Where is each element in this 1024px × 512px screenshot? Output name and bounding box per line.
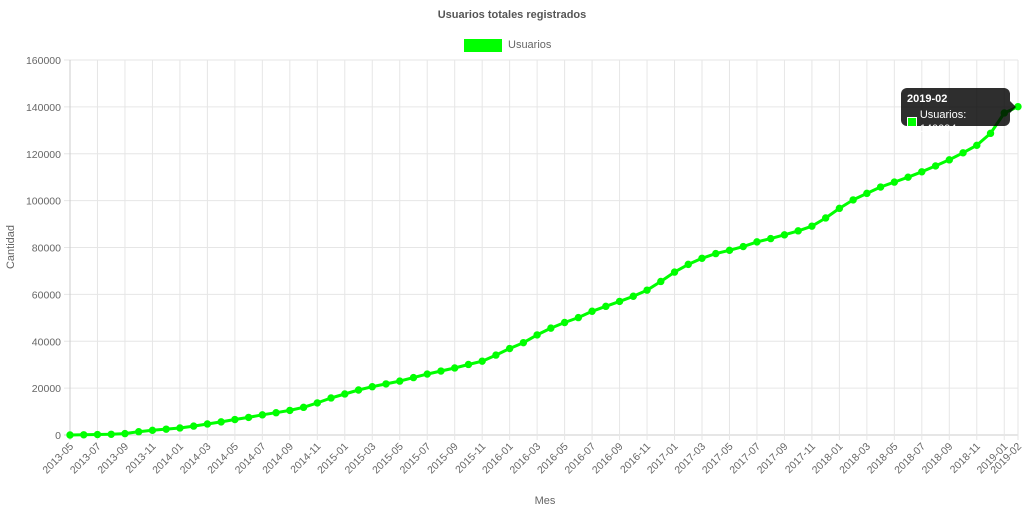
data-point[interactable] — [863, 189, 871, 198]
data-point[interactable] — [931, 162, 940, 170]
data-point[interactable] — [876, 183, 885, 191]
data-point[interactable] — [80, 431, 88, 439]
y-axis-title: Cantidad — [5, 225, 17, 269]
data-point[interactable] — [354, 386, 363, 394]
series-usuarios — [66, 102, 1022, 439]
y-tick-label: 60000 — [32, 289, 61, 301]
y-axis-ticks: 0 20000 40000 60000 80000 100000 120000 140000 1… — [26, 55, 61, 442]
data-point[interactable] — [450, 364, 459, 372]
data-point[interactable] — [464, 360, 473, 369]
data-point[interactable] — [725, 246, 734, 255]
data-point[interactable] — [684, 260, 692, 269]
data-point[interactable] — [203, 420, 212, 428]
data-point[interactable] — [134, 428, 143, 436]
data-point[interactable] — [629, 292, 638, 300]
data-point[interactable] — [547, 324, 555, 332]
data-point[interactable] — [849, 196, 857, 204]
data-point[interactable] — [505, 344, 514, 353]
data-point[interactable] — [121, 429, 129, 438]
data-point[interactable] — [148, 426, 157, 435]
data-point[interactable] — [670, 268, 679, 276]
data-point[interactable] — [643, 286, 651, 294]
data-point[interactable] — [973, 141, 981, 150]
data-point[interactable] — [327, 394, 335, 402]
data-point[interactable] — [698, 254, 706, 262]
tooltip-title: 2019-02 — [907, 93, 948, 105]
data-point[interactable] — [794, 227, 802, 235]
y-tick-label: 100000 — [26, 196, 61, 208]
data-point[interactable] — [588, 307, 596, 315]
tooltip-label: Usuarios: 140094 — [919, 109, 967, 135]
data-point[interactable] — [753, 238, 761, 246]
data-point[interactable] — [286, 406, 294, 415]
data-point[interactable] — [107, 430, 115, 438]
data-point[interactable] — [409, 373, 418, 382]
legend-label-usuarios: Usuarios — [508, 39, 552, 51]
data-point[interactable] — [739, 242, 747, 251]
data-point[interactable] — [904, 173, 912, 181]
data-point[interactable] — [780, 231, 789, 239]
data-point[interactable] — [821, 214, 830, 222]
data-point[interactable] — [657, 277, 665, 286]
data-point[interactable] — [162, 425, 170, 433]
data-point[interactable] — [519, 338, 528, 347]
series-line-usuarios — [69, 105, 1019, 437]
data-point[interactable] — [766, 234, 775, 243]
data-point[interactable] — [396, 377, 404, 385]
data-point[interactable] — [272, 409, 280, 417]
data-point[interactable] — [231, 415, 239, 424]
legend[interactable]: Usuarios — [464, 38, 551, 52]
data-point[interactable] — [299, 403, 308, 412]
data-point[interactable] — [533, 331, 541, 339]
y-tick-label: 80000 — [32, 243, 61, 255]
data-point[interactable] — [437, 367, 445, 375]
data-point[interactable] — [574, 313, 583, 322]
data-point[interactable] — [560, 318, 569, 327]
data-point[interactable] — [945, 156, 954, 164]
data-point[interactable] — [189, 422, 198, 430]
data-point[interactable] — [368, 383, 376, 391]
data-point[interactable] — [890, 178, 899, 186]
data-point[interactable] — [244, 413, 253, 422]
data-point[interactable] — [959, 149, 967, 157]
data-point[interactable] — [918, 168, 926, 176]
data-point[interactable] — [93, 430, 102, 439]
data-point[interactable] — [986, 129, 995, 138]
data-point[interactable] — [313, 399, 322, 407]
y-tick-label: 120000 — [26, 149, 61, 161]
y-tick-label: 160000 — [26, 55, 61, 67]
data-point[interactable] — [615, 297, 624, 306]
x-axis-ticks: 2013-052013-072013-092013-112014-012014-… — [40, 441, 1024, 477]
data-point[interactable] — [808, 222, 816, 230]
tooltip-swatch — [907, 117, 917, 127]
data-point[interactable] — [176, 424, 184, 432]
data-point[interactable] — [258, 411, 267, 419]
y-tick-label: 40000 — [32, 336, 61, 348]
grid — [64, 59, 1019, 440]
x-axis-title: Mes — [535, 495, 556, 507]
data-point[interactable] — [478, 357, 486, 365]
data-point[interactable] — [217, 418, 225, 426]
data-point[interactable] — [382, 380, 390, 388]
data-point[interactable] — [712, 249, 720, 258]
data-point[interactable] — [423, 370, 431, 378]
data-point[interactable] — [341, 390, 349, 398]
y-tick-label: 0 — [55, 430, 61, 442]
tooltip: 2019-02 Usuarios: 140094 — [901, 88, 1010, 135]
data-point[interactable] — [835, 204, 844, 213]
data-point[interactable] — [492, 351, 500, 359]
y-tick-label: 140000 — [26, 102, 61, 114]
legend-swatch — [464, 38, 502, 52]
data-point[interactable] — [66, 431, 74, 439]
tooltip-arrow — [1010, 101, 1016, 113]
y-tick-label: 20000 — [32, 383, 61, 395]
data-point[interactable] — [602, 302, 610, 311]
chart-title: Usuarios totales registrados — [437, 9, 587, 21]
